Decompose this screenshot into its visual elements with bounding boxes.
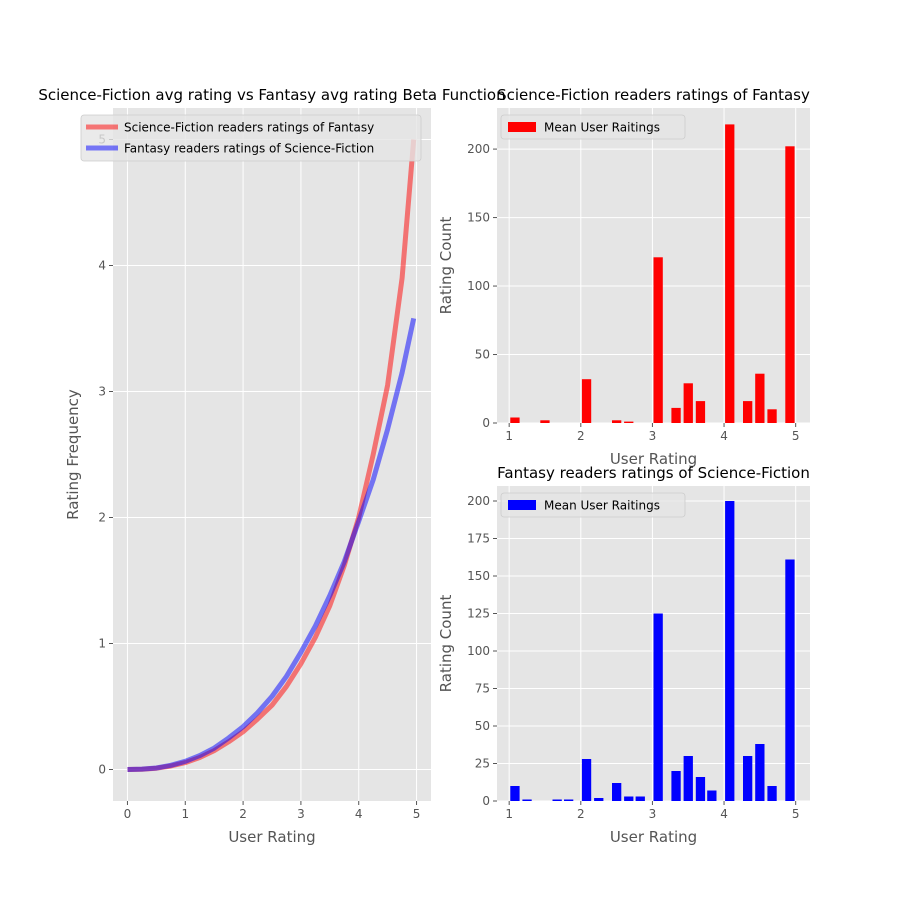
chart-1: 0 1 2 3 4 50 1 2 3 4 5 User Rating Rating Frequency S… [38, 86, 505, 846]
bar [755, 744, 765, 801]
bar [695, 777, 706, 801]
bar [540, 420, 550, 423]
legend: Mean User Raitings [500, 114, 686, 140]
y-axis-label: Rating Frequency [64, 389, 82, 520]
y-tick-label: 1 [98, 637, 106, 651]
bar [767, 409, 777, 423]
legend-label: Mean User Raitings [544, 499, 660, 513]
y-tick-label: 0 [98, 763, 106, 777]
legend-label: Mean User Raitings [544, 121, 660, 135]
y-tick-label: 4 [98, 259, 106, 273]
bar [594, 798, 604, 801]
y-axis-label: Rating Count [437, 217, 455, 315]
bar [581, 379, 592, 423]
y-tick-label: 150 [467, 211, 490, 225]
y-tick-label: 150 [467, 569, 490, 583]
y-tick-label: 125 [467, 607, 490, 621]
y-tick-label: 175 [467, 532, 490, 546]
bar [624, 796, 634, 801]
y-tick-label: 0 [482, 794, 490, 808]
x-tick-label: 2 [577, 807, 585, 821]
x-tick-label: 5 [792, 807, 800, 821]
bar [767, 786, 777, 801]
x-tick-label: 4 [720, 807, 728, 821]
y-tick-label: 50 [475, 719, 490, 733]
chart-title: Science-Fiction avg rating vs Fantasy av… [38, 86, 505, 104]
bar [510, 417, 520, 423]
bar [671, 407, 681, 423]
bar [707, 790, 717, 801]
y-tick-label: 100 [467, 279, 490, 293]
x-tick-label: 1 [505, 807, 513, 821]
x-tick-label: 2 [239, 807, 247, 821]
bar [683, 756, 693, 801]
x-axis-label: User Rating [610, 828, 697, 846]
bar [695, 401, 706, 423]
chart-title: Science-Fiction readers ratings of Fanta… [497, 86, 810, 104]
y-tick-label: 50 [475, 348, 490, 362]
bar [671, 771, 681, 801]
x-tick-label: 3 [297, 807, 305, 821]
bar [581, 759, 592, 801]
data-layer [510, 501, 795, 801]
bar [522, 799, 532, 801]
x-tick-label: 4 [355, 807, 363, 821]
y-tick-label: 200 [467, 494, 490, 508]
bar [755, 373, 765, 423]
legend-swatch [508, 122, 536, 132]
x-axis-label: User Rating [228, 828, 315, 846]
bar [653, 613, 663, 801]
x-tick-label: 5 [792, 429, 800, 443]
bar [725, 124, 735, 423]
y-tick-label: 75 [475, 682, 490, 696]
x-axis-label: User Rating [610, 450, 697, 468]
bar [743, 401, 753, 423]
y-tick-label: 2 [98, 511, 106, 525]
bar [785, 146, 795, 423]
x-tick-label: 1 [505, 429, 513, 443]
legend-label: Fantasy readers ratings of Science-Ficti… [124, 142, 374, 156]
data-layer [510, 124, 795, 423]
legend-box [500, 492, 686, 518]
y-tick-label: 25 [475, 757, 490, 771]
x-tick-label: 3 [649, 429, 657, 443]
bar [635, 796, 645, 801]
series-line-2 [127, 317, 417, 772]
bar [743, 756, 753, 801]
chart-title: Fantasy readers ratings of Science-Ficti… [497, 464, 810, 482]
x-tick-label: 4 [720, 429, 728, 443]
bar [725, 501, 735, 801]
x-tick-label: 3 [649, 807, 657, 821]
bar [552, 799, 562, 801]
bar [564, 799, 574, 801]
y-tick-label: 100 [467, 644, 490, 658]
legend: Mean User Raitings [500, 492, 686, 518]
bar [510, 786, 520, 801]
y-axis-label: Rating Count [437, 595, 455, 693]
legend-box [500, 114, 686, 140]
bar [612, 420, 622, 423]
legend: Science-Fiction readers ratings of Fanta… [80, 114, 422, 162]
x-tick-label: 1 [181, 807, 189, 821]
y-tick-label: 3 [98, 385, 106, 399]
bar [785, 559, 795, 801]
x-tick-label: 2 [577, 429, 585, 443]
bar [683, 383, 693, 423]
y-tick-label: 0 [482, 416, 490, 430]
bar [612, 783, 622, 801]
y-tick-label: 200 [467, 142, 490, 156]
x-tick-label: 0 [124, 807, 132, 821]
legend-box [80, 114, 422, 162]
legend-swatch [508, 500, 536, 510]
data-layer [127, 139, 417, 772]
x-tick-label: 5 [413, 807, 421, 821]
bar [653, 257, 663, 423]
legend-label: Science-Fiction readers ratings of Fanta… [124, 121, 374, 135]
bar [624, 421, 634, 423]
